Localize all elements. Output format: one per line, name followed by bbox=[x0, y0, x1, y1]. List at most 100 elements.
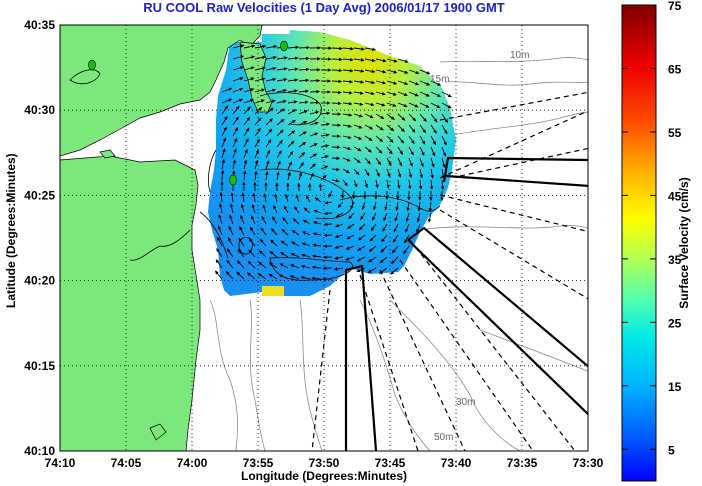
velocity-arrow bbox=[397, 168, 402, 178]
colorbar-tick-label: 35 bbox=[668, 253, 682, 267]
velocity-arrow bbox=[347, 223, 355, 229]
velocity-arrow bbox=[287, 130, 296, 137]
velocity-arrow bbox=[367, 267, 377, 274]
velocity-arrow bbox=[253, 170, 258, 181]
velocity-arrow bbox=[249, 238, 256, 247]
velocity-arrow bbox=[276, 129, 284, 137]
velocity-arrow bbox=[272, 216, 278, 225]
velocity-arrow bbox=[391, 256, 399, 265]
velocity-arrow bbox=[386, 146, 393, 155]
velocity-arrow bbox=[265, 55, 277, 60]
x-axis-label: Longitude (Degrees:Minutes) bbox=[240, 469, 407, 483]
velocity-arrow bbox=[254, 55, 266, 60]
velocity-arrow bbox=[364, 135, 373, 142]
velocity-arrow bbox=[331, 68, 343, 73]
velocity-arrow bbox=[441, 91, 452, 98]
velocity-arrow bbox=[221, 126, 227, 137]
velocity-arrow bbox=[371, 212, 377, 221]
velocity-arrow bbox=[298, 100, 309, 105]
velocity-arrow bbox=[309, 143, 318, 148]
velocity-arrow bbox=[220, 169, 225, 181]
velocity-arrow bbox=[328, 190, 333, 198]
velocity-arrow bbox=[251, 204, 256, 214]
velocity-arrow bbox=[265, 77, 277, 82]
velocity-arrow bbox=[287, 45, 300, 50]
velocity-arrow bbox=[324, 211, 333, 216]
velocity-arrow bbox=[276, 99, 287, 104]
velocity-arrow bbox=[342, 57, 354, 62]
velocity-arrow bbox=[346, 234, 355, 240]
velocity-arrow bbox=[334, 245, 344, 249]
colorbar-label: Surface Velocity (cm/s) bbox=[677, 177, 691, 309]
velocity-arrow bbox=[397, 102, 408, 108]
velocity-arrow bbox=[350, 201, 355, 210]
plot-frame bbox=[59, 24, 589, 452]
velocity-arrow bbox=[215, 259, 223, 269]
velocity-arrow bbox=[331, 179, 340, 183]
velocity-arrow bbox=[276, 171, 280, 181]
velocity-arrow bbox=[287, 161, 293, 170]
velocity-arrow bbox=[287, 56, 299, 61]
velocity-arrow bbox=[298, 152, 306, 159]
velocity-arrow bbox=[228, 225, 234, 236]
velocity-arrow bbox=[225, 271, 234, 280]
velocity-arrow bbox=[313, 209, 322, 214]
velocity-arrow bbox=[250, 215, 256, 225]
velocity-arrow bbox=[324, 200, 333, 205]
velocity-arrow bbox=[320, 133, 330, 137]
velocity-arrow bbox=[403, 245, 410, 254]
x-tick-label: 73:55 bbox=[243, 456, 274, 470]
velocity-arrow bbox=[419, 135, 426, 145]
velocity-arrow bbox=[419, 80, 431, 86]
velocity-arrow bbox=[232, 98, 243, 104]
velocity-arrow bbox=[238, 237, 245, 247]
velocity-arrow bbox=[241, 192, 245, 203]
velocity-arrow bbox=[314, 197, 322, 203]
velocity-arrow bbox=[441, 113, 449, 123]
velocity-arrow bbox=[419, 102, 430, 108]
velocity-arrow bbox=[417, 201, 422, 212]
contour-labels: 10m 15m 30m 50m bbox=[430, 50, 529, 443]
velocity-arrow bbox=[247, 260, 256, 269]
velocity-arrow bbox=[427, 212, 432, 223]
velocity-arrow bbox=[361, 201, 366, 210]
velocity-arrow bbox=[214, 270, 223, 280]
velocity-arrow bbox=[232, 76, 244, 82]
velocity-arrow bbox=[269, 250, 278, 258]
velocity-arrow bbox=[342, 179, 348, 187]
velocity-arrow bbox=[419, 113, 427, 122]
velocity-arrow bbox=[298, 162, 304, 170]
velocity-arrow bbox=[265, 118, 273, 126]
velocity-arrow bbox=[265, 66, 277, 71]
velocity-arrow bbox=[331, 57, 343, 62]
x-tick-label: 73:50 bbox=[309, 456, 340, 470]
velocity-arrow bbox=[284, 193, 289, 203]
velocity-arrow bbox=[254, 88, 266, 93]
velocity-arrow bbox=[370, 223, 377, 232]
velocity-arrow bbox=[305, 195, 311, 203]
velocity-arrow bbox=[232, 44, 245, 49]
velocity-arrow bbox=[320, 155, 329, 159]
velocity-arrow bbox=[265, 88, 276, 93]
velocity-arrow bbox=[309, 132, 319, 137]
velocity-arrow bbox=[397, 135, 405, 144]
velocity-arrow bbox=[276, 108, 285, 115]
velocity-arrow bbox=[397, 69, 409, 74]
velocity-arrow bbox=[259, 238, 267, 247]
velocity-arrow bbox=[386, 168, 391, 178]
velocity-arrow bbox=[276, 160, 281, 170]
velocity-arrow bbox=[298, 89, 309, 94]
velocity-arrow bbox=[287, 89, 298, 93]
velocity-arrow bbox=[357, 245, 366, 251]
x-tick-label: 73:30 bbox=[573, 456, 604, 470]
velocity-arrow bbox=[280, 240, 289, 247]
velocity-arrow bbox=[254, 160, 259, 170]
velocity-arrow bbox=[265, 128, 273, 137]
velocity-arrow bbox=[375, 102, 386, 107]
velocity-arrow bbox=[254, 99, 265, 104]
velocity-arrow bbox=[386, 58, 398, 63]
velocity-arrow bbox=[342, 113, 353, 117]
velocity-arrow bbox=[353, 124, 363, 129]
x-tick-label: 74:10 bbox=[45, 456, 76, 470]
